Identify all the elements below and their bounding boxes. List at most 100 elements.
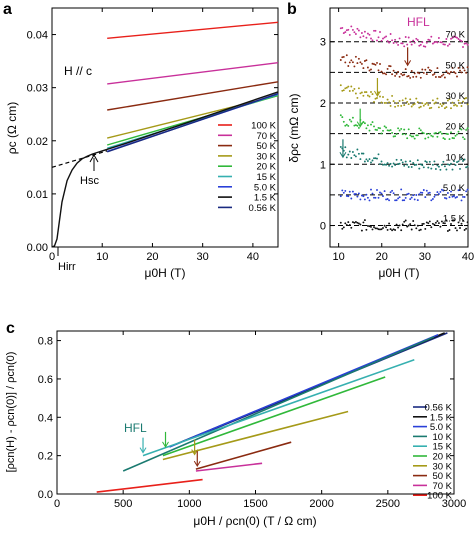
panel-b-data-point <box>354 155 357 158</box>
panel-b-data-point <box>437 131 440 134</box>
panel-b-data-point <box>354 220 357 223</box>
panel-b-data-point <box>427 38 430 41</box>
panel-b-data-point <box>457 189 460 192</box>
panel-b-data-point <box>398 99 401 102</box>
panel-b-data-point <box>431 135 434 138</box>
panel-b-data-point <box>350 120 353 123</box>
panel-b-data-point <box>394 199 397 202</box>
panel-a-extrapolation-line <box>51 150 108 168</box>
panel-b-data-point <box>409 134 412 137</box>
panel-b-data-point <box>374 157 377 160</box>
panel-b-data-point <box>433 72 436 75</box>
panel-b-data-point <box>448 72 451 75</box>
panel-b-data-point <box>446 99 449 102</box>
panel-b-data-point <box>382 195 384 198</box>
panel-b-data-point <box>368 129 371 132</box>
panel-b-data-point <box>430 199 433 202</box>
panel-b-data-point <box>416 39 419 41</box>
panel-b-data-point <box>354 55 357 58</box>
panel-b-data-point <box>448 98 451 101</box>
panel-b-data-point <box>443 196 446 199</box>
panel-b-ytick-label: 1 <box>320 159 326 171</box>
panel-b-data-point <box>370 91 372 93</box>
panel-b-data-point <box>371 62 374 65</box>
panel-c-ytick-label: 0.8 <box>38 336 53 348</box>
panel-b-data-point <box>433 223 436 226</box>
panel-b-data-point <box>395 158 398 161</box>
panel-b-data-point <box>415 134 418 137</box>
panel-b-data-point <box>465 190 468 193</box>
panel-b-data-point <box>442 160 445 163</box>
panel-b-data-point <box>374 97 377 100</box>
panel-b-data-point <box>410 70 413 72</box>
panel-c-series-line <box>169 334 439 448</box>
panel-a-annotation-hsc: Hsc <box>80 175 99 187</box>
panel-b-data-point <box>401 199 404 202</box>
panel-b-data-point <box>431 222 434 225</box>
panel-b-data-point <box>356 62 359 65</box>
panel-b-data-point <box>410 105 413 108</box>
panel-b-data-point <box>347 221 350 224</box>
panel-b-data-point <box>373 226 375 229</box>
panel-b-data-point <box>401 42 404 45</box>
panel-b-data-point <box>460 158 463 161</box>
panel-b-data-point <box>419 105 422 108</box>
panel-a-series-line <box>107 62 279 85</box>
panel-b-data-point <box>365 91 368 94</box>
panel-b-data-point <box>443 138 446 141</box>
panel-b-data-point <box>342 226 345 229</box>
panel-b-data-point <box>422 222 425 225</box>
panel-b-data-point <box>412 194 415 197</box>
panel-b-data-point <box>453 160 455 163</box>
panel-a-xtick-label: 10 <box>96 251 108 263</box>
panel-b-data-point <box>392 135 395 138</box>
panel-b-data-point <box>428 107 431 110</box>
panel-b-data-point <box>398 224 401 227</box>
panel-b-data-point <box>339 84 342 87</box>
panel-b-data-point <box>431 42 434 45</box>
panel-b-data-point <box>397 127 400 130</box>
panel-c-fl-arrowhead <box>193 460 201 468</box>
panel-c-series-line <box>195 462 263 472</box>
panel-b-data-point <box>419 228 422 231</box>
panel-b-data-point <box>389 65 392 68</box>
panel-b-data-point <box>368 225 371 228</box>
panel-b-data-point <box>412 162 415 164</box>
panel-b-data-point <box>382 129 384 132</box>
panel-b-data-point <box>418 72 421 75</box>
panel-b-data-point <box>431 73 434 76</box>
panel-b-data-point <box>466 127 469 130</box>
panel-b-data-point <box>362 94 365 97</box>
panel-b-data-point <box>418 127 421 130</box>
panel-b-data-point <box>366 124 369 127</box>
panel-b-data-point <box>424 160 427 163</box>
panel-b-data-point <box>379 191 381 194</box>
panel-b-data-point <box>445 70 448 73</box>
panel-a-xtick-label: 20 <box>146 251 158 263</box>
panel-b-data-point <box>421 164 424 167</box>
panel-b-data-point <box>407 103 410 106</box>
panel-b-data-point <box>366 160 369 162</box>
panel-b-data-point <box>433 102 436 105</box>
panel-b-data-point <box>406 43 409 46</box>
panel-b-data-point <box>403 164 406 167</box>
panel-b-data-point <box>407 128 410 131</box>
panel-b-data-point <box>413 164 416 166</box>
panel-b-data-point <box>347 195 350 198</box>
panel-b-data-point <box>389 33 392 35</box>
panel-b-data-point <box>341 116 344 119</box>
panel-b-data-point <box>377 196 380 199</box>
panel-b-ytick-label: 2 <box>320 98 326 110</box>
panel-b-data-point <box>394 74 397 77</box>
panel-b-data-point <box>446 72 449 74</box>
panel-b-data-point <box>457 99 460 102</box>
panel-b-data-point <box>362 35 365 38</box>
panel-b-data-point <box>431 198 434 200</box>
panel-b-data-point <box>404 36 407 38</box>
panel-b-data-point <box>437 75 440 78</box>
panel-b-data-point <box>445 168 448 171</box>
panel-c-series-line <box>96 478 203 493</box>
panel-b-data-point <box>466 165 469 168</box>
panel-b-data-point <box>379 228 381 231</box>
panel-b-data-point <box>344 124 347 127</box>
